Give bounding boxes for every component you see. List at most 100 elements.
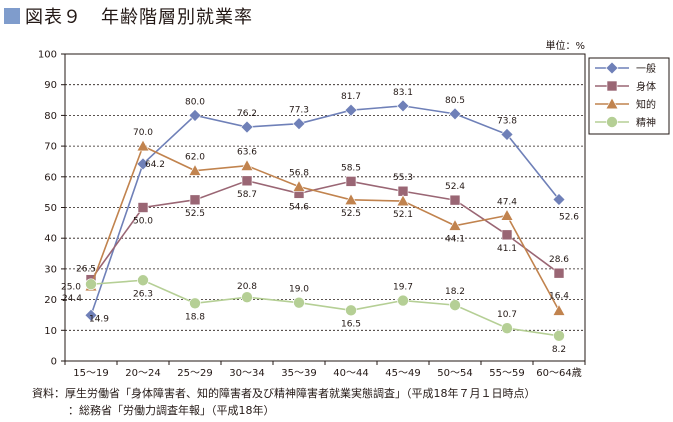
data-label: 50.0 (133, 217, 153, 227)
data-label: 58.5 (341, 163, 361, 173)
data-point (345, 176, 357, 187)
data-label: 25.0 (61, 282, 81, 292)
data-label: 80.0 (185, 97, 205, 107)
data-label: 18.2 (445, 287, 465, 297)
unit-label: 単位：% (545, 41, 585, 52)
data-point (189, 194, 201, 206)
data-label: 83.1 (393, 88, 413, 98)
source-line-1: 資料：厚生労働省「身体障害者、知的障害者及び精神障害者就業実態調査」（平成18年… (32, 387, 536, 400)
data-point (448, 218, 462, 231)
data-point (449, 194, 461, 206)
legend-marker (605, 61, 619, 75)
data-point (188, 108, 202, 122)
y-tick-label: 40 (44, 234, 57, 245)
data-point (552, 304, 566, 316)
data-label: 19.7 (393, 283, 413, 293)
series-line-2 (90, 145, 560, 312)
x-tick-label: 15～19 (73, 368, 108, 379)
data-label: 54.6 (289, 202, 309, 212)
legend-marker (606, 80, 618, 92)
x-tick-label: 30～34 (229, 368, 264, 379)
data-label: 58.7 (237, 190, 257, 200)
x-tick-label: 60～64歳 (536, 367, 581, 379)
title-square-icon (4, 8, 20, 24)
data-point (292, 180, 306, 192)
data-label: 52.6 (559, 213, 579, 223)
data-label: 63.6 (237, 148, 257, 158)
data-label: 55.3 (393, 173, 413, 183)
data-label: 8.2 (552, 345, 566, 355)
data-label: 52.5 (341, 209, 361, 219)
figure-title-block: 図表９ 年齢階層別就業率 (4, 2, 253, 30)
data-label: 16.4 (549, 292, 569, 302)
data-point (240, 120, 254, 134)
data-point (241, 175, 253, 187)
y-tick-label: 10 (44, 326, 57, 337)
data-label: 73.8 (497, 116, 517, 126)
data-point (344, 103, 358, 117)
data-point (189, 297, 201, 310)
data-point (136, 157, 150, 171)
data-point (553, 330, 565, 342)
data-label: 18.8 (185, 312, 205, 322)
x-tick-label: 55～59 (489, 368, 524, 379)
legend-marker (606, 116, 618, 128)
data-label: 19.0 (289, 285, 309, 295)
series-line-1 (90, 179, 560, 281)
data-label: 20.8 (237, 282, 257, 292)
y-tick-label: 20 (44, 295, 57, 306)
series-line-0 (90, 105, 560, 316)
legend-label: 精神 (636, 116, 656, 129)
data-label: 41.1 (497, 244, 517, 254)
data-label: 47.4 (497, 197, 517, 207)
legend-label: 知的 (636, 98, 656, 111)
data-label: 64.2 (145, 160, 165, 170)
legend-label: 身体 (636, 80, 656, 93)
data-point (241, 291, 253, 303)
data-label: 52.1 (393, 210, 413, 220)
figure-title: 図表９ 年齢階層別就業率 (25, 7, 253, 28)
legend-marker (605, 97, 619, 110)
data-point (501, 322, 513, 334)
data-point (188, 164, 202, 176)
data-label: 52.5 (185, 209, 205, 219)
x-tick-label: 35～39 (281, 368, 316, 379)
data-point (500, 128, 514, 141)
data-label: 52.4 (445, 182, 465, 192)
data-point (500, 208, 514, 221)
x-tick-label: 50～54 (437, 368, 472, 379)
x-tick-label: 45～49 (385, 368, 420, 379)
data-label: 14.9 (89, 314, 109, 324)
data-point (449, 299, 461, 311)
y-tick-label: 0 (51, 357, 57, 368)
data-point (397, 294, 409, 307)
source-notes: 資料：厚生労働省「身体障害者、知的障害者及び精神障害者就業実態調査」（平成18年… (32, 385, 536, 419)
source-line-2: ：総務省「労働力調査年報」（平成18年） (68, 404, 275, 417)
data-label: 77.3 (289, 106, 309, 116)
data-label: 81.7 (341, 92, 361, 102)
y-tick-label: 50 (44, 203, 57, 214)
data-point (293, 296, 305, 309)
data-label: 44.1 (445, 235, 465, 245)
data-point (501, 229, 513, 241)
data-point (136, 139, 150, 152)
data-label: 70.0 (133, 128, 153, 138)
data-point (345, 304, 357, 317)
data-point (552, 193, 566, 206)
data-label: 56.8 (289, 169, 309, 179)
y-tick-label: 30 (44, 264, 57, 275)
data-point (137, 274, 149, 287)
data-point (396, 99, 410, 113)
x-tick-label: 40～44 (333, 368, 368, 379)
data-label: 76.2 (237, 109, 257, 119)
data-point (240, 159, 254, 171)
y-tick-label: 100 (38, 50, 57, 61)
line-chart: 0 10 20 30 40 50 60 70 80 90 100 15～19 20～24 25～29 30～… (38, 50, 670, 379)
data-point (553, 267, 565, 279)
data-label: 26.5 (76, 265, 96, 275)
data-point (448, 107, 462, 121)
data-label: 10.7 (497, 310, 517, 320)
data-point (85, 278, 97, 291)
data-label: 26.3 (133, 289, 153, 299)
